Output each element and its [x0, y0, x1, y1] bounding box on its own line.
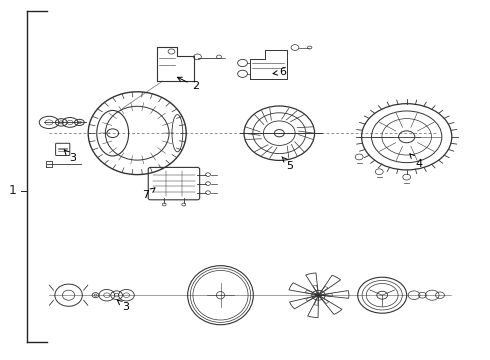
Text: 3: 3 [64, 150, 76, 163]
Text: 7: 7 [143, 188, 155, 200]
Text: 5: 5 [282, 157, 294, 171]
Text: 1: 1 [8, 184, 16, 197]
Text: 6: 6 [273, 67, 287, 77]
Text: 4: 4 [410, 154, 422, 169]
Text: 3: 3 [117, 300, 129, 312]
Text: 2: 2 [177, 77, 199, 91]
